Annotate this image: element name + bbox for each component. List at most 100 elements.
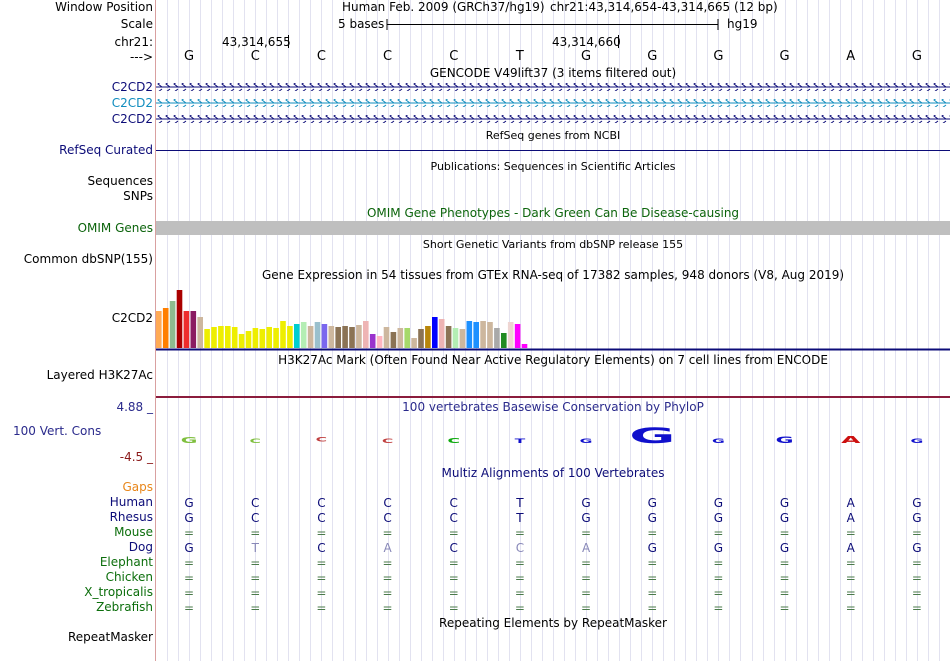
alignment-base: G [779, 496, 790, 510]
refseq-track-title[interactable]: RefSeq genes from NCBI [485, 129, 621, 142]
gtex-tissue-bar [176, 290, 183, 348]
multiz-track-title[interactable]: Multiz Alignments of 100 Vertebrates [441, 466, 665, 480]
alignment-base: = [184, 556, 195, 570]
alignment-base: G [184, 511, 194, 525]
sequences-label[interactable]: Sequences [87, 174, 153, 188]
omim-feature-bar[interactable] [156, 221, 950, 235]
omim-genes-label[interactable]: OMIM Genes [77, 221, 153, 235]
publications-track-title[interactable]: Publications: Sequences in Scientific Ar… [430, 160, 676, 173]
gtex-tissue-bar [369, 334, 376, 348]
coord-label-2: 43,314,660 [552, 35, 621, 49]
gtex-tissue-bar [287, 326, 293, 348]
base-letter: C [383, 49, 393, 64]
db-label: hg19 [727, 17, 758, 31]
repeatmasker-track-title[interactable]: Repeating Elements by RepeatMasker [439, 616, 667, 630]
alignment-base: G [581, 496, 591, 510]
species-label-elephant[interactable]: Elephant [99, 555, 153, 569]
alignment-base: = [845, 526, 856, 540]
alignment-base: = [382, 556, 393, 570]
alignment-base: = [647, 556, 658, 570]
gtex-tissue-bar [211, 327, 217, 348]
alignment-base: = [779, 556, 790, 570]
alignment-base: = [713, 586, 724, 600]
alignment-base: G [912, 496, 922, 510]
gtex-tissue-bar [169, 301, 176, 348]
alignment-base: = [845, 571, 856, 585]
alignment-base: = [250, 556, 261, 570]
alignment-base: C [317, 541, 326, 555]
gtex-tissue-bar [397, 328, 404, 348]
window-position-label: Window Position [55, 0, 153, 14]
species-label-mouse[interactable]: Mouse [114, 525, 153, 539]
refseq-curated-label[interactable]: RefSeq Curated [59, 143, 153, 157]
gtex-tissue-bar [507, 322, 514, 348]
coord-label-1: 43,314,655 [222, 35, 291, 49]
base-letter: C [316, 49, 326, 64]
coord-tick-1 [288, 35, 289, 48]
species-label-human[interactable]: Human [109, 495, 153, 509]
gtex-tissue-bar [280, 321, 286, 348]
phylop-base-letter: A [841, 434, 861, 445]
alignment-base: G [184, 496, 194, 510]
gtex-bar-chart[interactable] [156, 282, 950, 352]
gtex-tissue-bar [487, 322, 493, 348]
gencode-gene-lines[interactable] [156, 80, 950, 128]
phylop-base-letter: G [580, 437, 593, 444]
alignment-base: = [448, 601, 459, 615]
snps-label[interactable]: SNPs [123, 189, 153, 203]
species-label-dog[interactable]: Dog [128, 540, 153, 554]
base-letter: G [581, 49, 592, 64]
species-label-rhesus[interactable]: Rhesus [109, 510, 153, 524]
alignment-base: T [251, 541, 259, 555]
gtex-tissue-bar [473, 322, 479, 348]
alignment-base: A [846, 511, 855, 525]
gencode-item-label-3[interactable]: C2CD2 [111, 112, 153, 126]
phylop-track-title[interactable]: 100 vertebrates Basewise Conservation by… [402, 400, 704, 414]
species-label-x_tropicalis[interactable]: X_tropicalis [84, 585, 153, 599]
gtex-tissue-bar [328, 326, 335, 348]
species-label-gaps[interactable]: Gaps [122, 480, 153, 494]
omim-track-title[interactable]: OMIM Gene Phenotypes - Dark Green Can Be… [366, 206, 740, 220]
layered-h3k27ac-label[interactable]: Layered H3K27Ac [46, 368, 153, 382]
gtex-tissue-bar [459, 329, 466, 348]
position-text[interactable]: chr21:43,314,654-43,314,665 (12 bp) [550, 0, 778, 14]
base-letter: T [515, 49, 524, 64]
alignment-base: = [448, 586, 459, 600]
species-label-chicken[interactable]: Chicken [105, 570, 153, 584]
phylop-base-letter: G [911, 437, 924, 444]
gtex-tissue-bar [349, 327, 355, 348]
gtex-tissue-bar [452, 328, 459, 348]
gencode-item-label-2[interactable]: C2CD2 [111, 96, 153, 110]
alignment-base: G [779, 511, 790, 525]
gtex-tissue-bar [259, 329, 266, 348]
alignment-base: = [581, 571, 592, 585]
alignment-base: = [845, 601, 856, 615]
alignment-base: T [516, 511, 524, 525]
repeatmasker-label[interactable]: RepeatMasker [67, 630, 153, 644]
gencode-item-label-1[interactable]: C2CD2 [111, 80, 153, 94]
refseq-gene-line[interactable] [156, 150, 950, 151]
dbsnp-track-title[interactable]: Short Genetic Variants from dbSNP releas… [422, 238, 684, 251]
alignment-base: G [912, 541, 922, 555]
gencode-track-title[interactable]: GENCODE V49lift37 (3 items filtered out) [429, 66, 677, 80]
phylop-base-letter: C [382, 437, 393, 444]
h3k27ac-signal-line[interactable] [156, 396, 950, 398]
gtex-tissue-bar [238, 334, 245, 348]
alignment-base: C [317, 511, 326, 525]
phylop-track-label[interactable]: 100 Vert. Cons [13, 424, 102, 438]
alignment-base: G [713, 496, 724, 510]
alignment-base: A [581, 541, 591, 555]
gtex-track-title[interactable]: Gene Expression in 54 tissues from GTEx … [261, 268, 845, 282]
alignment-base: = [316, 571, 327, 585]
alignment-base: C [317, 496, 326, 510]
species-label-zebrafish[interactable]: Zebrafish [96, 600, 153, 614]
h3k27ac-track-title[interactable]: H3K27Ac Mark (Often Found Near Active Re… [278, 353, 828, 367]
alignment-base: = [514, 556, 525, 570]
strand-arrow-label: ---> [129, 50, 153, 64]
common-dbsnp-label[interactable]: Common dbSNP(155) [23, 252, 153, 266]
base-letter: A [846, 49, 856, 64]
gtex-tissue-bar [294, 324, 300, 348]
gtex-gene-label[interactable]: C2CD2 [111, 311, 153, 325]
gtex-tissue-bar [404, 328, 410, 348]
